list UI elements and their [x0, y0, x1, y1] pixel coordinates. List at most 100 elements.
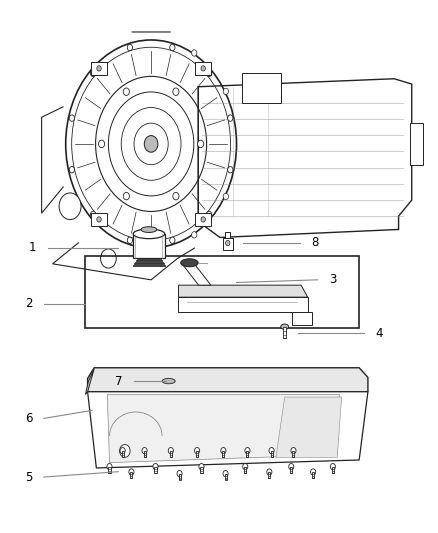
Circle shape [91, 70, 96, 77]
Ellipse shape [141, 227, 157, 232]
Circle shape [120, 445, 130, 457]
Bar [136, 260, 162, 261]
Bar [247, 451, 248, 457]
Circle shape [289, 464, 294, 470]
Bar [293, 451, 294, 457]
Circle shape [228, 115, 233, 122]
Circle shape [267, 469, 272, 475]
Circle shape [69, 166, 74, 173]
Bar [196, 451, 198, 457]
Bar [133, 265, 165, 266]
Circle shape [123, 192, 129, 200]
Circle shape [107, 464, 112, 470]
Text: 8: 8 [312, 236, 319, 249]
Circle shape [198, 140, 204, 148]
Polygon shape [183, 265, 211, 285]
Circle shape [223, 193, 229, 199]
Bar [283, 327, 286, 338]
Bar [225, 232, 230, 238]
Text: 6: 6 [25, 412, 32, 425]
Ellipse shape [162, 378, 175, 384]
Circle shape [100, 249, 116, 268]
Circle shape [194, 448, 200, 454]
Bar [195, 62, 211, 75]
Bar [332, 467, 334, 473]
Bar [410, 123, 423, 165]
Circle shape [330, 464, 336, 470]
Bar [91, 213, 107, 226]
Text: 4: 4 [375, 327, 383, 340]
Bar [244, 467, 246, 473]
Circle shape [168, 448, 173, 454]
Circle shape [120, 448, 125, 454]
Circle shape [245, 448, 250, 454]
Text: 1: 1 [29, 241, 37, 254]
Ellipse shape [281, 324, 289, 329]
Bar [268, 472, 270, 478]
Circle shape [201, 66, 205, 71]
Circle shape [153, 464, 158, 470]
Circle shape [170, 44, 175, 51]
Circle shape [311, 469, 316, 475]
Circle shape [206, 211, 212, 217]
Circle shape [123, 88, 129, 95]
Bar [170, 451, 172, 457]
Text: 2: 2 [25, 297, 32, 310]
Bar [271, 451, 272, 457]
Bar [225, 474, 226, 480]
Bar [179, 474, 180, 480]
Circle shape [142, 448, 147, 454]
Bar [223, 238, 233, 250]
Circle shape [243, 464, 248, 470]
Bar [155, 467, 156, 473]
Bar [242, 74, 281, 103]
Bar [133, 234, 165, 258]
Circle shape [269, 448, 274, 454]
Circle shape [97, 217, 101, 222]
Bar [91, 62, 107, 75]
Bar [312, 472, 314, 478]
Circle shape [223, 88, 229, 94]
Text: 5: 5 [25, 471, 32, 483]
Circle shape [69, 115, 74, 122]
Polygon shape [107, 394, 339, 463]
Ellipse shape [133, 229, 165, 239]
Text: 3: 3 [329, 273, 336, 286]
Polygon shape [85, 369, 94, 394]
Bar [195, 213, 211, 226]
Polygon shape [178, 285, 307, 297]
Circle shape [144, 135, 158, 152]
Bar [85, 256, 359, 328]
Circle shape [199, 464, 204, 470]
Circle shape [173, 192, 179, 200]
Circle shape [206, 70, 212, 77]
Circle shape [91, 211, 96, 217]
Circle shape [201, 217, 205, 222]
Circle shape [127, 44, 133, 51]
Bar [290, 467, 292, 473]
Circle shape [59, 193, 81, 220]
Circle shape [223, 471, 228, 477]
Circle shape [192, 232, 197, 238]
Bar [201, 467, 202, 473]
Circle shape [173, 88, 179, 95]
Circle shape [291, 448, 296, 454]
Ellipse shape [180, 259, 198, 266]
Bar [131, 472, 132, 478]
Circle shape [129, 469, 134, 475]
Polygon shape [198, 79, 412, 238]
Bar [109, 467, 110, 473]
Bar [134, 263, 164, 264]
Bar [144, 451, 145, 457]
Circle shape [177, 471, 182, 477]
Circle shape [192, 50, 197, 56]
Bar [122, 451, 124, 457]
Polygon shape [88, 368, 368, 392]
Circle shape [226, 240, 230, 246]
Circle shape [228, 166, 233, 173]
Circle shape [127, 237, 133, 244]
Polygon shape [276, 397, 342, 457]
Circle shape [221, 448, 226, 454]
Circle shape [170, 237, 175, 244]
Polygon shape [178, 297, 307, 312]
